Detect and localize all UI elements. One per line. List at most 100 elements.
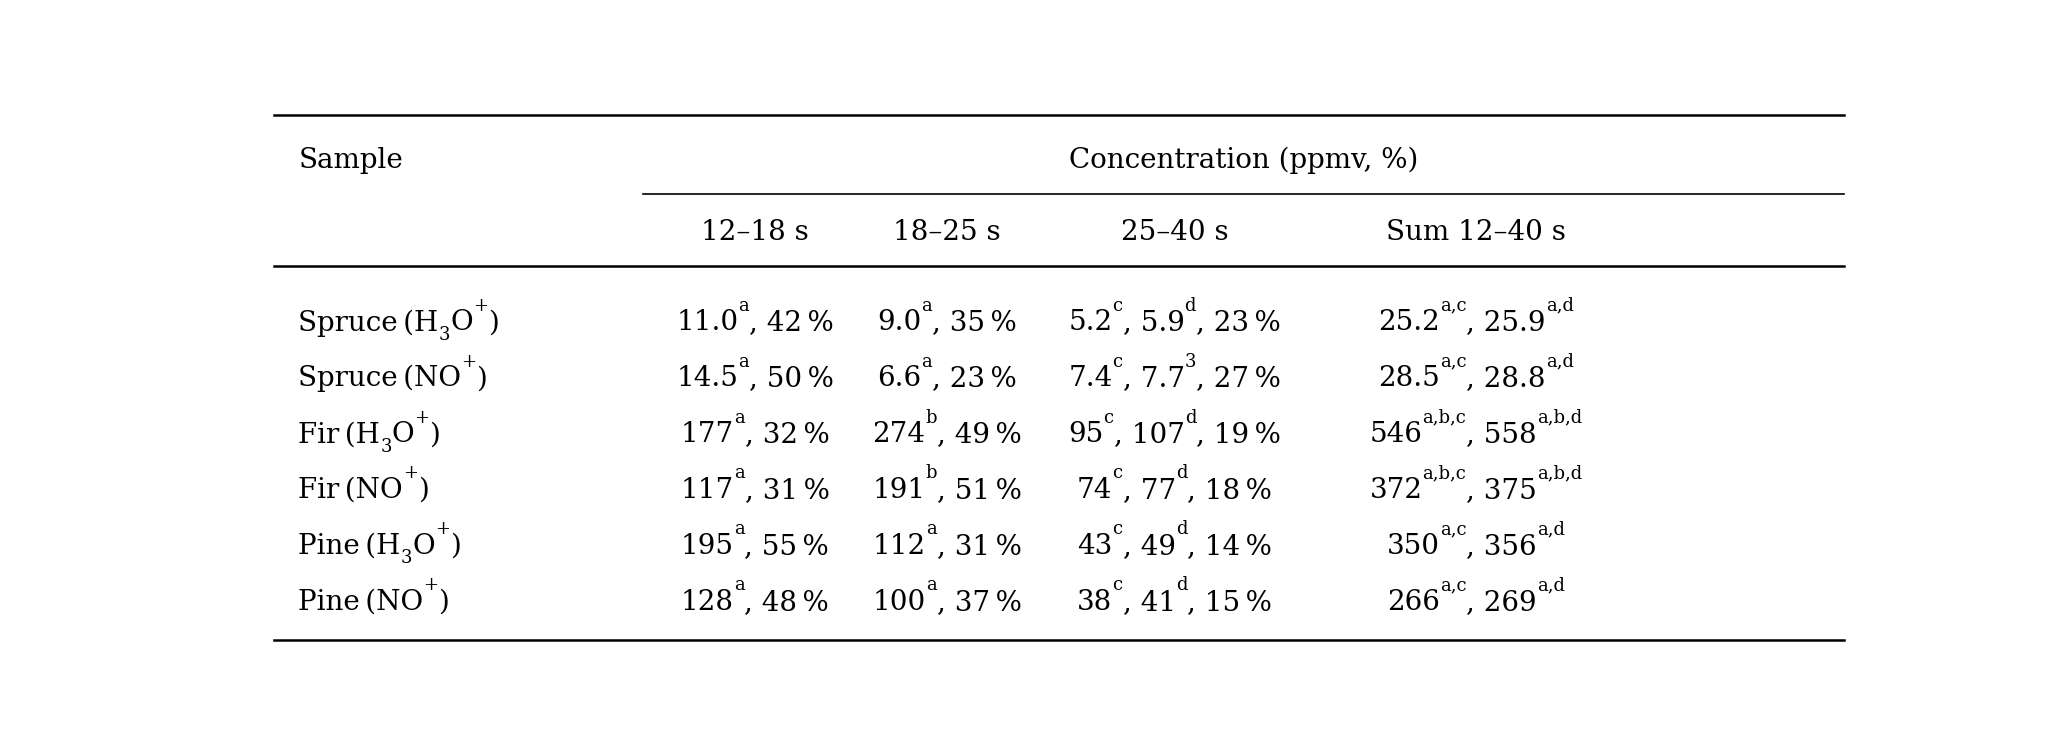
Text: Fir (NO: Fir (NO [298, 477, 403, 504]
Text: a,c: a,c [1441, 520, 1466, 539]
Text: 372: 372 [1370, 477, 1422, 504]
Text: c: c [1112, 353, 1122, 370]
Text: , 50 %: , 50 % [748, 365, 833, 392]
Text: a: a [738, 296, 748, 315]
Text: a: a [734, 408, 744, 427]
Text: , 19 %: , 19 % [1197, 421, 1282, 448]
Text: , 28.8: , 28.8 [1466, 365, 1546, 392]
Text: , 41: , 41 [1122, 589, 1176, 616]
Text: Fir (H: Fir (H [298, 421, 380, 448]
Text: , 49 %: , 49 % [936, 421, 1021, 448]
Text: a,b,c: a,b,c [1422, 408, 1466, 427]
Text: , 356: , 356 [1466, 533, 1538, 560]
Text: d: d [1176, 576, 1186, 594]
Text: b: b [926, 408, 936, 427]
Text: , 375: , 375 [1466, 477, 1538, 504]
Text: c: c [1112, 296, 1122, 315]
Text: , 23 %: , 23 % [1197, 309, 1282, 336]
Text: a: a [734, 520, 744, 539]
Text: a,c: a,c [1439, 576, 1466, 594]
Text: , 42 %: , 42 % [748, 309, 833, 336]
Text: ): ) [451, 533, 461, 560]
Text: O: O [451, 309, 473, 336]
Text: 12–18 s: 12–18 s [701, 219, 808, 246]
Text: a: a [738, 353, 748, 370]
Text: , 32 %: , 32 % [744, 421, 829, 448]
Text: 5.2: 5.2 [1069, 309, 1112, 336]
Text: 11.0: 11.0 [676, 309, 738, 336]
Text: Sum 12–40 s: Sum 12–40 s [1385, 219, 1567, 246]
Text: +: + [434, 520, 451, 539]
Text: a: a [922, 353, 932, 370]
Text: Pine (H: Pine (H [298, 533, 401, 560]
Text: , 35 %: , 35 % [932, 309, 1017, 336]
Text: a,c: a,c [1439, 353, 1466, 370]
Text: c: c [1112, 520, 1122, 539]
Text: , 269: , 269 [1466, 589, 1538, 616]
Text: 128: 128 [680, 589, 734, 616]
Text: , 48 %: , 48 % [744, 589, 829, 616]
Text: +: + [461, 353, 475, 370]
Text: c: c [1112, 465, 1122, 482]
Text: 3: 3 [438, 326, 451, 344]
Text: c: c [1112, 576, 1122, 594]
Text: , 77: , 77 [1122, 477, 1176, 504]
Text: 7.4: 7.4 [1069, 365, 1112, 392]
Text: , 27 %: , 27 % [1197, 365, 1282, 392]
Text: 191: 191 [872, 477, 926, 504]
Text: a: a [926, 576, 936, 594]
Text: 3: 3 [1184, 353, 1197, 370]
Text: d: d [1176, 520, 1186, 539]
Text: b: b [926, 465, 936, 482]
Text: a,d: a,d [1538, 576, 1565, 594]
Text: , 23 %: , 23 % [932, 365, 1017, 392]
Text: +: + [403, 465, 418, 482]
Text: O: O [411, 533, 434, 560]
Text: 18–25 s: 18–25 s [893, 219, 1000, 246]
Text: a: a [734, 465, 744, 482]
Text: ): ) [430, 421, 440, 448]
Text: 274: 274 [872, 421, 926, 448]
Text: Sample: Sample [298, 147, 403, 173]
Text: a,b,d: a,b,d [1538, 465, 1581, 482]
Text: ): ) [418, 477, 430, 504]
Text: a,c: a,c [1439, 296, 1466, 315]
Text: , 107: , 107 [1114, 421, 1184, 448]
Text: , 49: , 49 [1122, 533, 1176, 560]
Text: , 7.7: , 7.7 [1122, 365, 1184, 392]
Text: , 37 %: , 37 % [936, 589, 1021, 616]
Text: a,d: a,d [1546, 353, 1573, 370]
Text: +: + [424, 576, 438, 594]
Text: 9.0: 9.0 [876, 309, 922, 336]
Text: 3: 3 [401, 550, 411, 568]
Text: Concentration (ppmv, %): Concentration (ppmv, %) [1069, 147, 1418, 174]
Text: 177: 177 [680, 421, 734, 448]
Text: a,d: a,d [1538, 520, 1565, 539]
Text: , 5.9: , 5.9 [1122, 309, 1184, 336]
Text: 43: 43 [1077, 533, 1112, 560]
Text: , 25.9: , 25.9 [1466, 309, 1546, 336]
Text: 112: 112 [872, 533, 926, 560]
Text: 28.5: 28.5 [1379, 365, 1439, 392]
Text: 25.2: 25.2 [1379, 309, 1439, 336]
Text: O: O [391, 421, 413, 448]
Text: a,d: a,d [1546, 296, 1573, 315]
Text: 74: 74 [1077, 477, 1112, 504]
Text: ): ) [475, 365, 488, 392]
Text: a,b,d: a,b,d [1538, 408, 1581, 427]
Text: d: d [1184, 408, 1197, 427]
Text: a,b,c: a,b,c [1422, 465, 1466, 482]
Text: , 14 %: , 14 % [1186, 533, 1271, 560]
Text: 266: 266 [1387, 589, 1439, 616]
Text: d: d [1176, 465, 1186, 482]
Text: 195: 195 [680, 533, 734, 560]
Text: , 18 %: , 18 % [1186, 477, 1273, 504]
Text: , 31 %: , 31 % [744, 477, 829, 504]
Text: Spruce (H: Spruce (H [298, 309, 438, 336]
Text: 350: 350 [1387, 533, 1441, 560]
Text: +: + [473, 296, 488, 315]
Text: 100: 100 [872, 589, 926, 616]
Text: Pine (NO: Pine (NO [298, 589, 424, 616]
Text: , 31 %: , 31 % [936, 533, 1021, 560]
Text: 117: 117 [680, 477, 734, 504]
